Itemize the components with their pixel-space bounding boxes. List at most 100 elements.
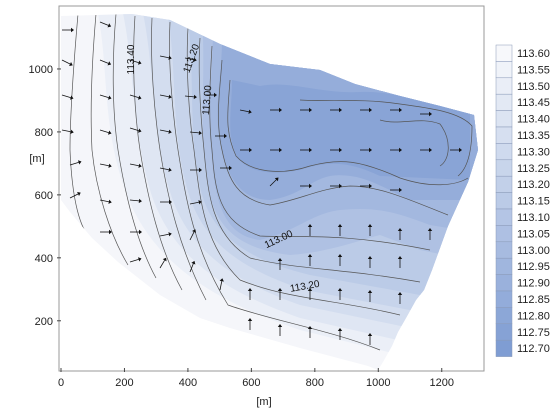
fill-band — [230, 80, 470, 180]
legend-label: 113.15 — [517, 196, 550, 208]
y-tick-label: 600 — [35, 190, 53, 202]
flow-arrow — [205, 92, 217, 98]
flow-arrow — [160, 199, 172, 205]
flow-arrow — [159, 232, 172, 237]
flow-arrow — [420, 147, 432, 153]
legend-label: 112.70 — [517, 343, 550, 355]
flow-arrow — [360, 183, 372, 189]
contour-label: 113.00 — [201, 84, 215, 115]
flow-arrow — [129, 257, 142, 263]
flow-arrow — [367, 333, 373, 345]
flow-arrow — [189, 200, 202, 205]
flow-arrow — [330, 107, 342, 113]
flow-arrow — [99, 163, 112, 168]
flow-arrow — [189, 229, 196, 241]
flow-arrow — [69, 192, 81, 199]
flow-arrow — [269, 177, 279, 187]
legend-label: 113.35 — [517, 130, 550, 142]
flow-vectors — [61, 21, 462, 345]
legend-label: 113.60 — [517, 48, 550, 60]
flow-arrow — [130, 229, 142, 235]
flow-arrow — [247, 318, 253, 330]
flow-arrow — [420, 111, 432, 117]
y-tick-label: 400 — [35, 253, 53, 265]
flow-arrow — [69, 160, 82, 166]
legend-label: 112.90 — [517, 278, 550, 290]
flow-arrow — [390, 107, 402, 113]
contour-line — [198, 37, 421, 283]
flow-arrow — [360, 147, 372, 153]
flow-arrow — [277, 288, 283, 300]
flow-arrow — [159, 257, 167, 269]
legend-swatch — [495, 339, 513, 357]
legend-swatch — [495, 110, 513, 128]
flow-arrow — [215, 133, 227, 139]
flow-arrow — [184, 94, 197, 100]
legend-swatch — [495, 77, 513, 95]
legend-swatch — [495, 323, 513, 341]
legend-swatch — [495, 241, 513, 259]
flow-arrow — [247, 288, 253, 300]
x-tick-label: 1000 — [366, 377, 390, 389]
legend-label: 113.55 — [517, 64, 550, 76]
x-axis-label: [m] — [256, 396, 271, 408]
contour-line — [209, 45, 431, 251]
flow-arrow — [397, 292, 403, 304]
flow-arrow — [427, 228, 433, 240]
flow-arrow — [397, 256, 403, 268]
x-tick-label: 200 — [115, 377, 133, 389]
flow-arrow — [62, 27, 74, 33]
legend-swatch — [495, 192, 513, 210]
legend-label: 113.30 — [517, 146, 550, 158]
y-axis-label: [m] — [29, 153, 44, 165]
flow-arrow — [219, 278, 224, 291]
flow-arrow — [300, 183, 312, 189]
flow-arrow — [61, 59, 73, 66]
y-tick-label: 1000 — [29, 64, 53, 76]
legend-swatch — [495, 143, 513, 161]
y-tick-label: 800 — [35, 127, 53, 139]
flow-arrow — [330, 183, 342, 189]
flow-arrow — [61, 94, 74, 100]
flow-arrow — [129, 59, 142, 65]
contour-line — [218, 59, 449, 216]
contour-line — [379, 119, 449, 167]
flow-arrow — [99, 21, 112, 28]
flow-arrow — [129, 198, 142, 204]
flow-arrow — [307, 288, 313, 300]
contour-line — [133, 15, 183, 291]
legend-swatch — [495, 307, 513, 325]
y-tick-label: 200 — [35, 316, 53, 328]
legend-swatch — [495, 175, 513, 193]
flow-arrow — [189, 260, 196, 273]
x-tick-label: 1200 — [430, 377, 454, 389]
legend-label: 112.75 — [517, 327, 550, 339]
flow-arrow — [300, 107, 312, 113]
flow-arrow — [390, 147, 402, 153]
flow-arrow — [337, 288, 343, 300]
legend-label: 113.25 — [517, 163, 550, 175]
contour-line — [227, 79, 469, 186]
flow-arrow — [307, 326, 313, 338]
flow-arrow — [277, 324, 283, 336]
contour-line — [69, 14, 93, 241]
contour-label: 113.20 — [289, 279, 321, 295]
flow-arrow — [360, 107, 372, 113]
flow-arrow — [307, 224, 313, 236]
flow-arrow — [337, 328, 343, 340]
legend-swatch — [495, 208, 513, 226]
legend-swatch — [495, 290, 513, 308]
legend-swatch — [495, 257, 513, 275]
legend-label: 113.00 — [517, 245, 550, 257]
legend-label: 112.95 — [517, 261, 550, 273]
contour-line — [151, 17, 207, 301]
flow-arrow — [61, 129, 74, 134]
x-axis: 0 200 400 600 800 1000 1200 — [58, 368, 454, 389]
flow-arrow — [367, 256, 373, 268]
contour-line — [299, 99, 473, 177]
flow-arrow — [99, 129, 112, 135]
flow-arrow — [307, 254, 313, 266]
legend-swatch — [495, 44, 513, 62]
legend-swatch — [495, 61, 513, 79]
